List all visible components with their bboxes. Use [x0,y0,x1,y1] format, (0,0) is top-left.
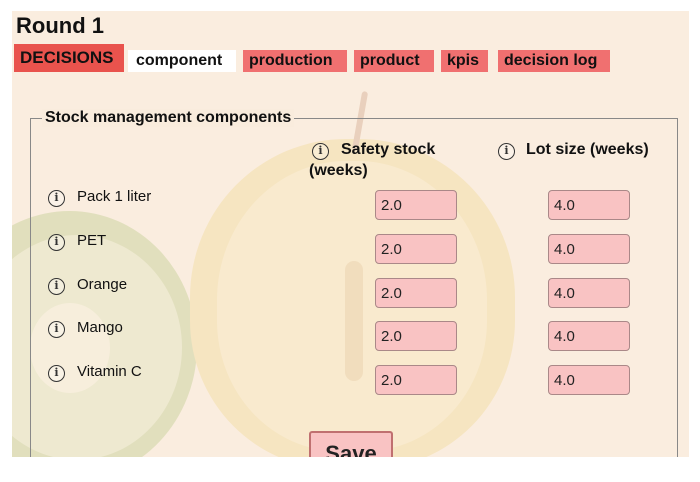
page-bottom-edge [12,457,689,482]
info-icon[interactable]: i [48,190,65,207]
kiwi-core [30,303,110,393]
stock-management-panel [30,118,678,468]
info-icon[interactable]: i [48,365,65,382]
safety-stock-input[interactable]: 2.0 [375,234,457,264]
round-title: Round 1 [16,13,104,38]
safety-stock-input[interactable]: 2.0 [375,321,457,351]
tab-product[interactable]: product [354,50,434,72]
info-icon[interactable]: i [312,143,329,160]
safety-stock-header-line1: Safety stock [341,141,436,158]
lot-size-input[interactable]: 4.0 [548,190,630,220]
safety-stock-header-line2: (weeks) [309,162,368,179]
lot-size-header: Lot size (weeks) [526,141,649,158]
safety-stock-input[interactable]: 2.0 [375,365,457,395]
row-label-pet: PET [77,232,107,249]
apple-core [345,261,363,381]
tab-component[interactable]: component [128,50,236,72]
safety-stock-input[interactable]: 2.0 [375,190,457,220]
tab-kpis[interactable]: kpis [441,50,488,72]
info-icon[interactable]: i [48,234,65,251]
panel-legend: Stock management components [42,109,295,127]
lot-size-input[interactable]: 4.0 [548,234,630,264]
info-icon[interactable]: i [48,278,65,295]
row-label-mango: Mango [77,319,123,336]
lot-size-input[interactable]: 4.0 [548,278,630,308]
tab-production[interactable]: production [243,50,347,72]
tab-decisions[interactable]: DECISIONS [14,44,124,72]
info-icon[interactable]: i [498,143,515,160]
lot-size-input[interactable]: 4.0 [548,365,630,395]
row-label-orange: Orange [77,276,128,293]
tab-decision-log[interactable]: decision log [498,50,610,72]
row-label-vitamin-c: Vitamin C [77,363,142,380]
safety-stock-input[interactable]: 2.0 [375,278,457,308]
lot-size-input[interactable]: 4.0 [548,321,630,351]
info-icon[interactable]: i [48,321,65,338]
row-label-pack-1-liter: Pack 1 liter [77,188,152,205]
